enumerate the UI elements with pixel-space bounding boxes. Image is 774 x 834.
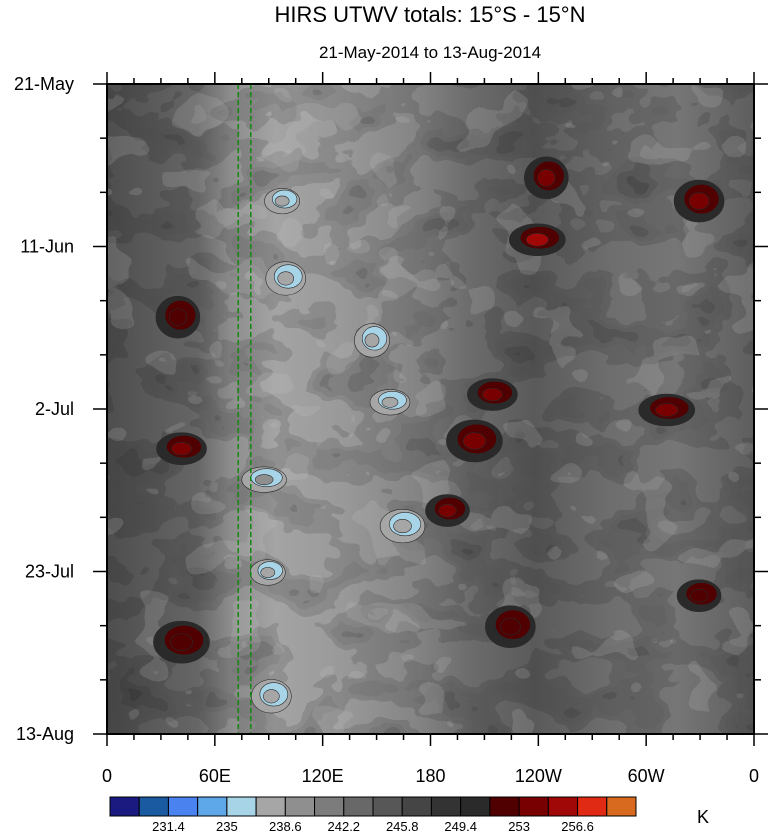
feature-contour [688, 192, 710, 210]
feature-blob [155, 295, 201, 339]
colorbar-label: 238.6 [269, 819, 302, 834]
colorbar-swatch [284, 796, 316, 817]
feature-contour [393, 519, 412, 534]
colorbar-swatch [460, 796, 491, 817]
colorbar-label: 256.6 [561, 819, 594, 834]
colorbar-swatch [518, 796, 549, 817]
colorbar-unit: K [697, 807, 709, 827]
feature-blob [425, 494, 470, 527]
colorbar-swatch [138, 796, 169, 817]
colorbar-label: 235 [216, 819, 238, 834]
feature-blob [153, 620, 210, 664]
feature-contour [537, 169, 556, 187]
feature-blob [638, 393, 696, 427]
y-axis: 21-May 11-Jun 2-Jul 23-Jul 13-Aug [14, 74, 768, 744]
feature-blob [676, 579, 722, 613]
feature-blob [156, 432, 207, 465]
y-tick-label: 11-Jun [20, 237, 74, 257]
feature-contour [525, 233, 549, 247]
feature-contour [254, 474, 274, 486]
feature-layer [153, 156, 725, 714]
colorbar-swatch [401, 796, 432, 817]
feature-blob [509, 223, 566, 257]
feature-blob [264, 187, 301, 215]
feature-contour [500, 617, 521, 636]
feature-blob [379, 508, 426, 544]
chart-subtitle: 21-May-2014 to 13-Aug-2014 [319, 43, 541, 62]
plot-area [107, 84, 754, 734]
feature-blob [467, 378, 518, 411]
feature-contour [381, 396, 399, 408]
feature-blob [251, 679, 292, 714]
reference-lines [237, 84, 252, 734]
feature-blob [673, 179, 725, 223]
x-tick-label: 120W [515, 766, 562, 786]
feature-contour [169, 633, 193, 651]
feature-blob [265, 261, 307, 296]
colorbar-swatch [226, 796, 257, 817]
colorbar-swatch [372, 796, 403, 817]
feature-contour [260, 567, 276, 578]
colorbar-swatch [314, 796, 345, 817]
x-tick-label: 0 [749, 766, 759, 786]
feature-blob [249, 559, 286, 586]
y-tick-label: 21-May [14, 74, 74, 94]
feature-contour [482, 387, 503, 402]
feature-contour [462, 432, 486, 450]
feature-contour [274, 195, 290, 207]
x-tick-label: 180 [415, 766, 445, 786]
feature-blob [446, 419, 503, 463]
colorbar-swatch [577, 796, 608, 817]
x-tick-label: 60W [628, 766, 665, 786]
feature-contour [438, 503, 457, 518]
feature-contour [263, 689, 280, 704]
colorbar-swatch [430, 796, 462, 817]
y-tick-label: 13-Aug [16, 724, 74, 744]
colorbar-swatch [109, 796, 140, 817]
colorbar-label: 249.4 [444, 819, 477, 834]
feature-contour [277, 271, 295, 286]
colorbar-swatch [547, 796, 579, 817]
chart-title: HIRS UTWV totals: 15°S - 15°N [274, 2, 585, 27]
colorbar-label: 231.4 [152, 819, 185, 834]
feature-blob [485, 605, 536, 648]
colorbar-swatch [343, 796, 374, 817]
feature-blob [241, 466, 287, 493]
colorbar-swatch [197, 796, 228, 817]
feature-contour [168, 308, 187, 326]
x-tick-label: 60E [199, 766, 231, 786]
colorbar: 231.4 235 238.6 242.2 245.8 249.4 253 256.6 [109, 796, 637, 834]
x-axis: 0 60E 120E 180 120W 60W 0 [102, 72, 759, 786]
feature-contour [171, 441, 192, 456]
y-tick-label: 2-Jul [35, 399, 74, 419]
feature-contour [655, 403, 679, 417]
feature-blob [369, 389, 411, 416]
x-tick-label: 0 [102, 766, 112, 786]
colorbar-swatch [606, 796, 637, 817]
feature-blob [354, 323, 390, 358]
colorbar-label: 253 [508, 819, 530, 834]
colorbar-swatch [255, 796, 286, 817]
feature-contour [364, 333, 380, 348]
colorbar-label: 245.8 [386, 819, 419, 834]
colorbar-label: 242.2 [328, 819, 361, 834]
feature-contour [689, 589, 709, 603]
colorbar-swatch [489, 796, 520, 817]
feature-blob [524, 156, 569, 200]
colorbar-swatch [167, 796, 199, 817]
x-tick-label: 120E [302, 766, 344, 786]
y-tick-label: 23-Jul [25, 562, 74, 582]
